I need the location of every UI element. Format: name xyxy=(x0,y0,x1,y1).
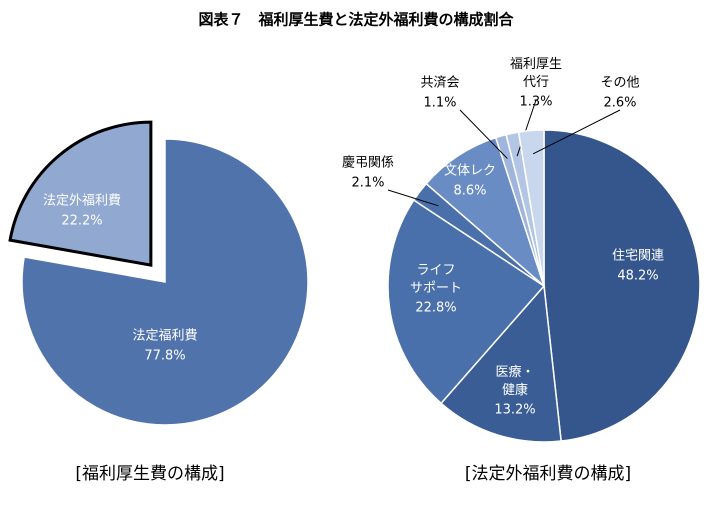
value-label: 2.6% xyxy=(603,96,636,111)
pie-slice xyxy=(425,136,546,289)
slice-label: 慶弔関係 xyxy=(342,156,394,171)
pie-slice xyxy=(440,284,562,443)
slice-label: 住宅関連 xyxy=(612,249,664,264)
value-label: 1.3% xyxy=(519,95,552,110)
value-label: 22.8% xyxy=(415,301,456,316)
leader-line xyxy=(459,109,508,159)
leader-line xyxy=(532,109,621,155)
value-label: 77.8% xyxy=(144,349,185,364)
slice-label: 福利厚生代行 xyxy=(510,57,562,90)
slice-label: 法定福利費 xyxy=(132,329,197,344)
page-title: 図表７ 福利厚生費と法定外福利費の構成割合 xyxy=(198,11,514,29)
value-label: 13.2% xyxy=(494,403,535,418)
slice-label: その他 xyxy=(600,76,639,91)
slice-label: 医療・健康 xyxy=(495,365,534,398)
pie-slice xyxy=(517,129,545,287)
chart-title: [福利厚生費の構成] xyxy=(75,464,224,484)
value-label: 1.1% xyxy=(423,96,456,111)
slice-label: 文体レク xyxy=(444,164,496,179)
value-label: 48.2% xyxy=(617,269,658,284)
pie-slice xyxy=(8,120,153,267)
pie-slice xyxy=(543,129,701,442)
value-label: 8.6% xyxy=(453,184,486,199)
pie-slice xyxy=(21,138,309,426)
slice-label: ライフサポート xyxy=(410,263,462,296)
value-label: 22.2% xyxy=(61,214,102,229)
slice-label: 共済会 xyxy=(420,75,459,91)
leader-line xyxy=(516,99,537,157)
chart-title: [法定外福利費の構成] xyxy=(465,464,631,484)
value-label: 2.1% xyxy=(351,176,384,191)
pie-slice xyxy=(387,199,546,405)
leader-line xyxy=(387,189,439,207)
slice-label: 法定外福利費 xyxy=(43,194,121,209)
